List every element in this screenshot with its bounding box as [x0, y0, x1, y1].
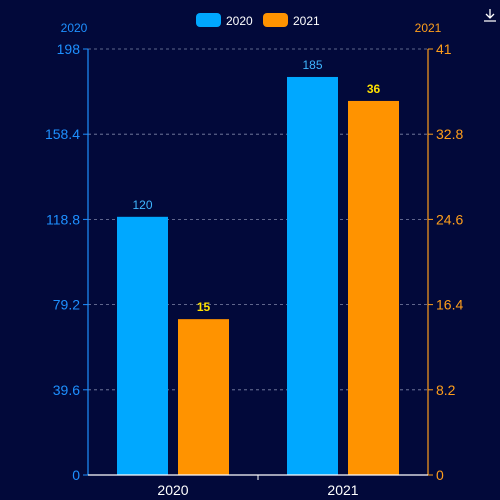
right-axis-tick-label: 24.6 [436, 211, 463, 227]
x-axis-tick-label: 2020 [157, 482, 188, 498]
left-axis-tick-label: 198 [57, 41, 81, 57]
left-axis-tick-label: 118.8 [46, 211, 80, 227]
left-axis-tick-label: 39.6 [53, 382, 80, 398]
legend[interactable]: 2020 2021 [196, 13, 320, 28]
left-axis-tick-label: 79.2 [53, 297, 80, 313]
bar-2021-2021[interactable] [348, 100, 399, 475]
legend-label-2020[interactable]: 2020 [226, 14, 253, 28]
right-axis-tick-label: 41 [436, 41, 452, 57]
right-axis-tick-label: 0 [436, 467, 444, 483]
bar-2020-2020[interactable] [117, 216, 168, 475]
labels-layer: 0 0 39.6 8.2 79.2 16.4 118.8 24.6 158.4 32.8 198 41… [45, 21, 464, 498]
x-axis-tick-label: 2021 [327, 482, 358, 498]
bar-2021-2020[interactable] [178, 319, 229, 475]
bar-value-label: 185 [302, 58, 322, 72]
bar-value-label: 36 [367, 82, 381, 96]
left-axis-name: 2020 [61, 21, 88, 35]
right-axis-tick-label: 32.8 [436, 126, 463, 142]
legend-label-2021[interactable]: 2021 [293, 14, 320, 28]
bars-layer [117, 76, 399, 475]
bar-2020-2021[interactable] [287, 76, 338, 475]
axes-layer [83, 48, 433, 480]
right-axis-tick-label: 8.2 [436, 382, 456, 398]
download-icon[interactable] [484, 9, 496, 22]
legend-swatch-2021[interactable] [263, 13, 288, 27]
left-axis-tick-label: 0 [72, 467, 80, 483]
bar-value-label: 15 [197, 300, 211, 314]
bar-value-label: 120 [132, 198, 152, 212]
left-axis-tick-label: 158.4 [45, 126, 80, 142]
legend-swatch-2020[interactable] [196, 13, 221, 27]
right-axis-tick-label: 16.4 [436, 297, 463, 313]
right-axis-name: 2021 [415, 21, 442, 35]
